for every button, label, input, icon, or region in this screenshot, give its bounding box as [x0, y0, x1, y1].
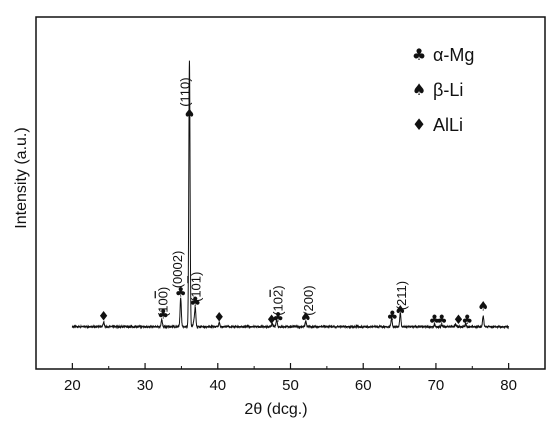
phase-marker-club: ♣	[436, 313, 448, 328]
peak-annotation: (100)	[156, 287, 171, 317]
legend-label: α-Mg	[433, 45, 474, 65]
x-tick-label: 80	[500, 377, 517, 394]
phase-marker-spade: ♠	[184, 107, 196, 122]
phase-marker-diamond: ♦	[98, 310, 110, 325]
x-axis-title: 2θ (dcg.)	[244, 401, 307, 418]
phase-marker-club: ♣	[386, 309, 398, 324]
legend-symbol-diamond: ♦	[412, 115, 426, 134]
legend: ♣ α-Mg ♠ β-Li ♦ AlLi	[412, 45, 475, 135]
peak-annotation: (102)	[271, 285, 286, 315]
legend-label: AlLi	[433, 115, 463, 135]
phase-marker-spade: ♠	[300, 310, 312, 325]
series-line	[71, 60, 510, 330]
phase-marker-diamond: ♦	[266, 313, 278, 328]
x-tick-label: 40	[209, 377, 226, 394]
phase-marker-club: ♣	[461, 313, 473, 328]
peak-annotation: (101)	[188, 272, 203, 302]
x-tick-label: 60	[355, 377, 372, 394]
x-tick-label: 50	[282, 377, 299, 394]
phase-marker-club: ♣	[175, 286, 187, 301]
y-axis-title: Intensity (a.u.)	[13, 127, 30, 228]
phase-marker-diamond: ♦	[213, 310, 225, 325]
x-tick-label: 30	[137, 377, 154, 394]
phase-marker-club: ♣	[157, 308, 169, 323]
legend-symbol-spade: ♠	[412, 80, 426, 99]
legend-label: β-Li	[433, 80, 463, 100]
phase-marker-club: ♣	[189, 295, 201, 310]
phase-marker-spade: ♠	[394, 303, 406, 318]
phase-marker-club: ♣	[429, 313, 441, 328]
legend-symbol-club: ♣	[412, 45, 426, 64]
peak-annotation: (211)	[394, 281, 409, 310]
peak-annotation: (110)	[177, 77, 192, 106]
peak-annotation: (200)	[301, 285, 316, 315]
x-tick-label: 20	[64, 377, 81, 394]
x-tick-label: 70	[428, 377, 445, 394]
phase-marker-club: ♣	[272, 310, 284, 325]
phase-marker-spade: ♠	[477, 299, 489, 314]
phase-marker-diamond: ♦	[453, 313, 465, 328]
peak-annotation: (0002)	[170, 251, 185, 289]
